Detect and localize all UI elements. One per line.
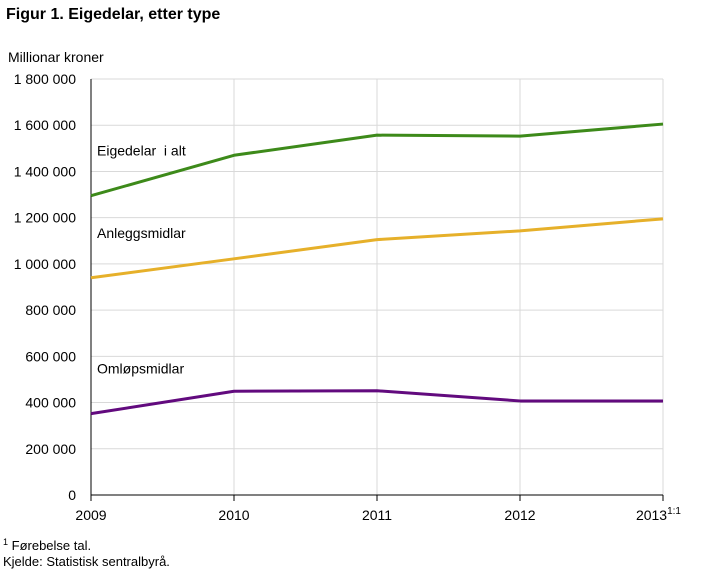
series-line: [90, 217, 664, 280]
series-label: Omløpsmidlar: [97, 361, 184, 377]
series-label: Eigedelar i alt: [97, 143, 186, 159]
y-tick-label: 1 200 000: [14, 210, 76, 226]
gridlines: [91, 78, 664, 495]
x-tick-label: 2009: [75, 507, 106, 523]
y-tick-label: 600 000: [25, 348, 76, 364]
x-tick-superscript: 1:1: [667, 506, 681, 517]
series-line: [90, 122, 664, 198]
labels: 0 200 000 400 000 600 000 800 000 1 000 000 1 …: [8, 49, 681, 523]
figure-title: Figur 1. Eigedelar, etter type: [6, 6, 221, 23]
footnote-preliminary: 1 Førebelse tal.: [3, 537, 91, 553]
x-tick-label: 2011: [362, 507, 392, 523]
y-tick-label: 1 600 000: [14, 117, 76, 133]
x-tick-label: 2012: [504, 507, 535, 523]
source-note: Kjelde: Statistisk sentralbyrå.: [3, 554, 170, 569]
y-tick-label: 0: [68, 487, 76, 503]
footnote-text: Førebelse tal.: [11, 538, 92, 553]
y-tick-label: 800 000: [25, 302, 76, 318]
line-chart: 0 200 000 400 000 600 000 800 000 1 000 000 1 …: [8, 49, 681, 523]
axes: [90, 79, 664, 501]
y-tick-label: 1 000 000: [14, 256, 76, 272]
series-lines: [90, 122, 664, 416]
series-line: [90, 389, 663, 416]
y-tick-label: 1 800 000: [14, 71, 76, 87]
y-tick-label: 1 400 000: [14, 163, 76, 179]
y-axis-label: Millionar kroner: [8, 49, 104, 65]
footnote-mark: 1: [3, 537, 9, 547]
x-tick-label: 2010: [218, 507, 249, 523]
y-tick-label: 400 000: [25, 395, 76, 411]
x-tick-label: 20131:1: [636, 506, 681, 523]
y-tick-label: 200 000: [25, 441, 76, 457]
series-label: Anleggsmidlar: [97, 225, 186, 241]
